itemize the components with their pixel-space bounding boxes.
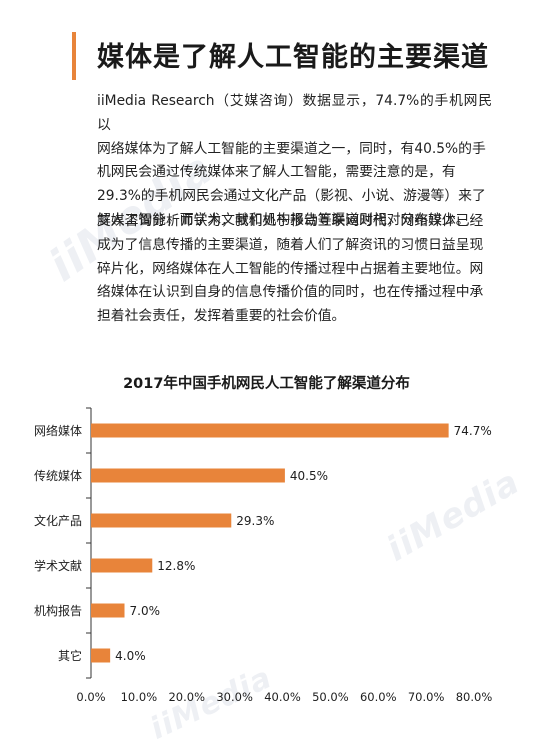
- category-label: 学术文献: [34, 558, 82, 573]
- page-title: 媒体是了解人工智能的主要渠道: [97, 42, 489, 73]
- chart-title: 2017年中国手机网民人工智能了解渠道分布: [123, 376, 410, 392]
- category-label: 传统媒体: [34, 468, 82, 483]
- value-label: 29.3%: [236, 514, 274, 528]
- x-tick-label: 20.0%: [168, 690, 205, 704]
- bar: [91, 513, 232, 528]
- x-tick-label: 70.0%: [408, 690, 445, 704]
- category-label: 机构报告: [34, 603, 82, 618]
- category-label: 其它: [58, 648, 82, 663]
- x-tick-label: 0.0%: [76, 690, 105, 704]
- x-tick-label: 30.0%: [216, 690, 253, 704]
- value-label: 4.0%: [115, 649, 145, 663]
- category-label: 网络媒体: [34, 423, 82, 438]
- paragraph-line: 解人工智能，而学术文献和机构报告等渠道则相对分布较少。: [97, 211, 470, 228]
- bar: [91, 558, 153, 573]
- value-label: 12.8%: [157, 559, 195, 573]
- paragraph-line: iiMedia Research（艾媒咨询）数据显示，74.7%的手机网民以: [97, 93, 492, 133]
- paragraph-line: 网络媒体为了解人工智能的主要渠道之一，同时，有40.5%的手: [97, 140, 486, 157]
- paragraph-line: 29.3%的手机网民会通过文化产品（影视、小说、游漫等）来了: [97, 188, 486, 205]
- bar: [91, 468, 285, 483]
- x-tick-label: 10.0%: [121, 690, 158, 704]
- paragraph-findings: iiMedia Research（艾媒咨询）数据显示，74.7%的手机网民以 网…: [97, 90, 492, 233]
- bar: [91, 648, 111, 663]
- x-tick-label: 40.0%: [264, 690, 301, 704]
- value-label: 7.0%: [130, 604, 161, 618]
- value-label: 40.5%: [290, 469, 328, 483]
- paragraph-line: 担着社会责任，发挥着重要的社会价值。: [97, 308, 346, 325]
- x-tick-label: 80.0%: [456, 690, 493, 704]
- value-label: 74.7%: [454, 424, 492, 438]
- x-tick-label: 50.0%: [312, 690, 349, 704]
- bar: [91, 603, 125, 618]
- category-label: 文化产品: [34, 513, 82, 528]
- paragraph-line: 成为了信息传播的主要渠道，随着人们了解资讯的习惯日益呈现: [97, 236, 484, 253]
- paragraph-line: 机网民会通过传统媒体来了解人工智能，需要注意的是，有: [97, 164, 456, 181]
- bar: [91, 423, 449, 438]
- paragraph-line: 碎片化，网络媒体在人工智能的传播过程中占据着主要地位。网: [97, 260, 484, 277]
- paragraph-line: 艾媒咨询分析师认为，我们处于移动互联网时代，网络媒体已经: [97, 213, 484, 229]
- paragraph-analysis: 艾媒咨询分析师认为，我们处于移动互联网时代，网络媒体已经 成为了信息传播的主要渠…: [97, 210, 492, 329]
- title-accent-bar: [72, 32, 76, 80]
- x-tick-label: 60.0%: [360, 690, 397, 704]
- paragraph-line: 络媒体在认识到自身的信息传播价值的同时，也在传播过程中承: [97, 284, 484, 301]
